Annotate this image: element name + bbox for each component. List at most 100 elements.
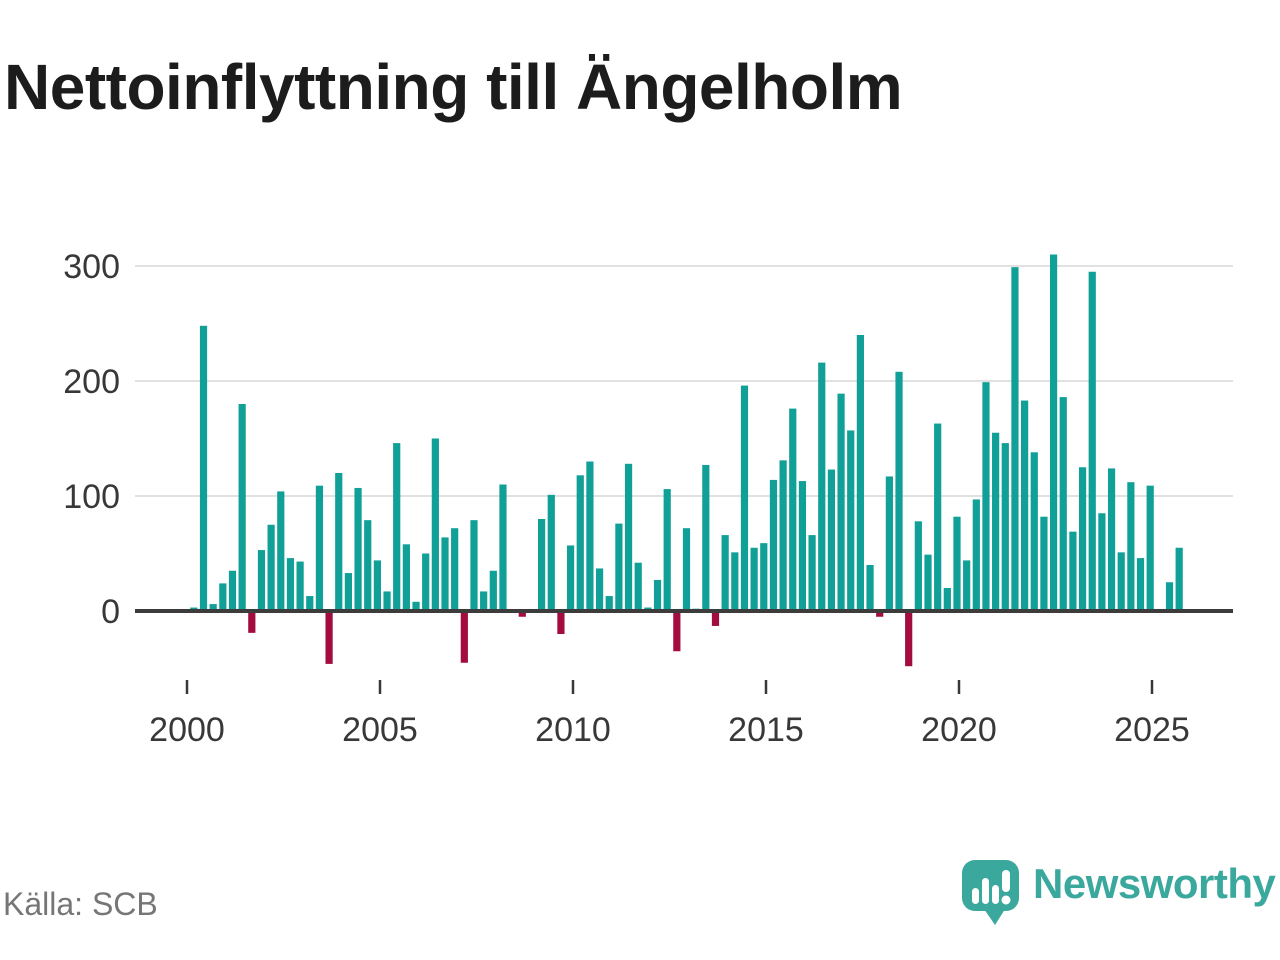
bar-2007Q1	[460, 611, 468, 663]
bar-2015Q2	[779, 460, 787, 611]
bar-2015Q4	[798, 481, 807, 611]
bar-2020Q1	[963, 560, 971, 611]
y-tick-label-200: 200	[63, 363, 120, 401]
bar-2018Q1	[885, 476, 893, 611]
bar-2012Q1	[653, 579, 662, 611]
bar-2017Q3	[866, 565, 874, 611]
bar-2024Q4	[1146, 485, 1154, 611]
bar-2023Q4	[1107, 468, 1116, 611]
bar-2025Q3	[1175, 547, 1183, 611]
bar-2021Q2	[1011, 267, 1019, 611]
x-tick-label-2015: 2015	[728, 711, 804, 749]
bar-2003Q3	[325, 611, 333, 664]
bar-2002Q3	[286, 558, 295, 611]
bar-2006Q2	[431, 438, 439, 611]
x-tick-label-2025: 2025	[1114, 711, 1190, 749]
bar-2023Q2	[1088, 271, 1096, 611]
bar-2023Q1	[1078, 467, 1087, 611]
bar-2006Q1	[422, 553, 430, 611]
bar-2007Q3	[480, 591, 488, 611]
bar-2023Q3	[1098, 513, 1106, 611]
bar-2022Q3	[1059, 397, 1067, 611]
bar-2019Q1	[924, 554, 932, 611]
bar-2013Q4	[721, 535, 729, 611]
x-tick-label-2000: 2000	[149, 711, 225, 749]
bar-2013Q3	[711, 611, 720, 626]
bar-2025Q2	[1165, 582, 1174, 611]
bar-2004Q4	[373, 560, 381, 611]
bar-2022Q4	[1069, 531, 1077, 611]
bar-2005Q4	[412, 601, 420, 611]
bar-2009Q3	[557, 611, 565, 634]
bar-2022Q2	[1049, 254, 1058, 611]
bar-2011Q3	[634, 562, 642, 611]
bar-2022Q1	[1040, 516, 1048, 611]
bar-2004Q3	[364, 520, 372, 611]
bar-2001Q2	[238, 404, 246, 611]
bar-2018Q3	[905, 611, 913, 667]
y-tick-label-0: 0	[101, 593, 120, 631]
bar-2024Q3	[1136, 558, 1145, 611]
bar-2015Q3	[789, 408, 797, 611]
bar-2024Q1	[1117, 552, 1125, 611]
bar-2000Q4	[219, 583, 227, 611]
bar-2019Q4	[953, 516, 961, 611]
bar-2002Q2	[277, 491, 285, 611]
bar-2003Q1	[306, 596, 314, 611]
bar-2016Q1	[808, 535, 816, 611]
bar-2014Q1	[731, 552, 739, 611]
bar-2017Q1	[847, 430, 855, 611]
bar-2012Q4	[682, 528, 691, 611]
bar-2016Q2	[818, 362, 826, 611]
bar-2010Q2	[586, 461, 594, 611]
newsworthy-logo-text: Newsworthy	[1033, 860, 1276, 907]
bar-2017Q4	[876, 611, 884, 617]
bar-2009Q2	[547, 494, 555, 611]
bar-2007Q2	[470, 520, 478, 611]
newsworthy-bubble-chart-icon	[962, 860, 1019, 925]
bar-2001Q1	[228, 570, 237, 611]
bar-2007Q4	[489, 570, 497, 611]
bar-2017Q2	[856, 335, 864, 611]
newsworthy-logo: Newsworthy	[962, 860, 1276, 928]
bar-2009Q1	[538, 519, 546, 611]
bar-2004Q1	[344, 573, 353, 611]
bar-2012Q3	[673, 611, 681, 652]
bar-2010Q3	[595, 568, 604, 611]
bar-2002Q1	[267, 524, 275, 611]
bar-2014Q4	[760, 543, 768, 611]
bar-2018Q2	[895, 371, 903, 611]
bar-2016Q4	[837, 393, 845, 611]
bar-2015Q1	[769, 479, 778, 611]
bar-2001Q4	[257, 550, 266, 611]
bar-2000Q3	[209, 604, 217, 611]
source-label: Källa: SCB	[3, 886, 158, 922]
bar-2021Q4	[1030, 452, 1038, 611]
x-tick-label-2020: 2020	[921, 711, 997, 749]
bar-2021Q1	[1001, 443, 1009, 611]
bar-2008Q1	[499, 484, 507, 611]
y-tick-label-300: 300	[63, 248, 120, 286]
bar-2019Q3	[943, 588, 951, 611]
bar-2009Q4	[566, 545, 575, 611]
bar-2024Q2	[1127, 482, 1135, 611]
bar-2005Q3	[402, 544, 410, 611]
bar-2014Q2	[740, 385, 749, 611]
bar-2010Q4	[605, 596, 613, 611]
bar-2000Q2	[199, 325, 208, 611]
chart-title: Nettoinflyttning till Ängelholm	[4, 51, 903, 123]
y-tick-label-100: 100	[63, 478, 120, 516]
bar-2005Q1	[383, 591, 391, 611]
bar-2011Q2	[624, 463, 633, 611]
bar-2006Q4	[451, 528, 459, 611]
bar-2005Q2	[393, 443, 401, 611]
bar-2018Q4	[914, 521, 922, 611]
bar-2001Q3	[248, 611, 256, 633]
bar-2011Q1	[615, 523, 623, 611]
bar-2021Q3	[1021, 400, 1029, 611]
x-tick-label-2010: 2010	[535, 711, 611, 749]
bar-2008Q3	[518, 611, 526, 617]
bar-2004Q2	[354, 487, 362, 611]
bar-2020Q3	[982, 382, 990, 611]
